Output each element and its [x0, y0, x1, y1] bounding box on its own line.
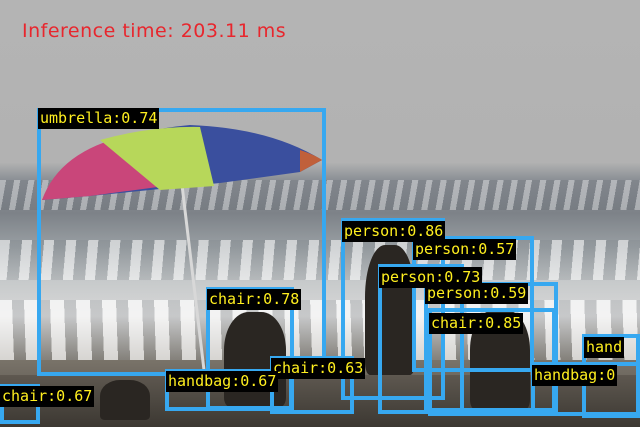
detection-label: handbag:0.67	[166, 371, 279, 392]
detection-label: person:0.86	[342, 221, 446, 242]
person-box	[378, 264, 464, 414]
detection-label: chair:0.63	[271, 358, 366, 379]
person-box	[412, 236, 534, 372]
detection-label: chair:0.67	[0, 386, 95, 407]
detection-label: person:0.73	[379, 267, 483, 288]
detection-label: umbrella:0.74	[38, 108, 160, 129]
inference-time-text: Inference time: 203.11 ms	[22, 20, 287, 42]
detection-label: hand	[584, 337, 625, 358]
detection-label: person:0.57	[413, 239, 517, 260]
detection-label: handbag:0	[532, 365, 618, 386]
detection-label: chair:0.85	[429, 313, 524, 334]
detection-label: chair:0.78	[207, 289, 302, 310]
detection-label: person:0.59	[425, 283, 529, 304]
person-silhouette	[100, 380, 150, 420]
